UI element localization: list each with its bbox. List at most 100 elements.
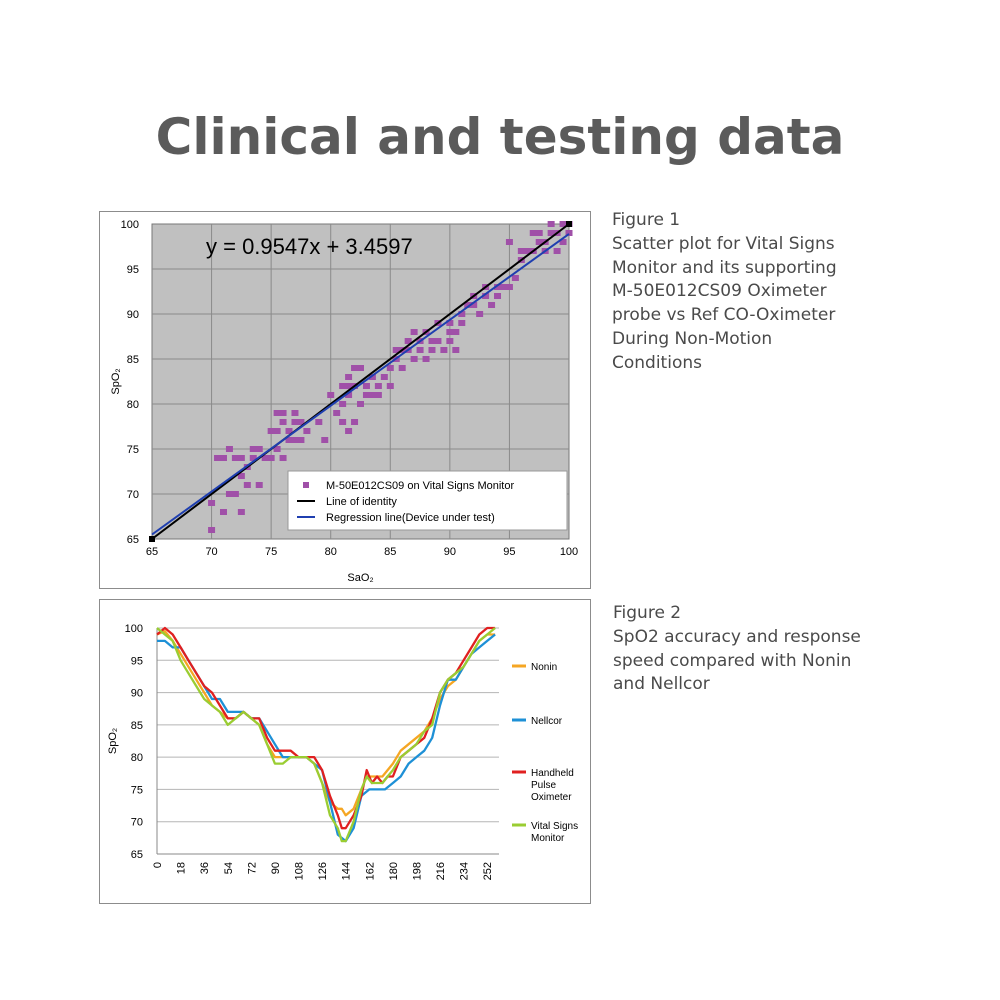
figure-2-caption-line: and Nellcor — [613, 674, 710, 695]
y-tick-label: 95 — [127, 264, 139, 276]
y-axis-label: SpO₂ — [107, 728, 119, 754]
scatter-point — [458, 320, 466, 326]
scatter-point — [529, 230, 537, 236]
scatter-point — [386, 365, 394, 371]
scatter-point — [380, 374, 388, 380]
scatter-point — [249, 446, 257, 452]
scatter-point — [434, 338, 442, 344]
scatter-point — [315, 419, 323, 425]
legend-label: Line of identity — [326, 496, 397, 508]
scatter-point — [351, 365, 359, 371]
scatter-point — [345, 392, 353, 398]
scatter-point — [261, 455, 269, 461]
y-tick-label: 100 — [125, 623, 143, 635]
figure-1-caption-line: Monitor and its supporting — [612, 257, 837, 278]
scatter-point — [362, 392, 370, 398]
scatter-point — [345, 428, 353, 434]
scatter-point — [291, 419, 299, 425]
scatter-point — [565, 230, 573, 236]
scatter-point — [494, 293, 502, 299]
scatter-point — [267, 455, 275, 461]
scatter-point — [237, 509, 245, 515]
figure-2-caption-line: SpO2 accuracy and response — [613, 626, 861, 647]
scatter-point — [231, 491, 239, 497]
scatter-point — [547, 230, 555, 236]
scatter-point — [428, 338, 436, 344]
x-tick-label: 72 — [246, 862, 258, 874]
scatter-point — [291, 410, 299, 416]
regression-line — [151, 233, 570, 536]
scatter-point — [362, 383, 370, 389]
y-tick-label: 90 — [127, 309, 139, 321]
scatter-point — [523, 248, 531, 254]
scatter-point — [368, 374, 376, 380]
y-tick-label: 85 — [131, 720, 143, 732]
x-tick-label: 85 — [384, 546, 396, 558]
y-tick-label: 70 — [127, 489, 139, 501]
scatter-point — [452, 347, 460, 353]
y-tick-label: 95 — [131, 655, 143, 667]
scatter-point — [374, 392, 382, 398]
legend-label: M-50E012CS09 on Vital Signs Monitor — [326, 480, 514, 492]
scatter-point — [237, 455, 245, 461]
scatter-chart: 65 70 75 80 85 90 95 100 65 70 75 80 85 90 95 100 y = 0.… — [110, 219, 578, 584]
x-tick-label: 65 — [146, 546, 158, 558]
scatter-point — [404, 338, 412, 344]
scatter-point — [279, 455, 287, 461]
scatter-point — [482, 293, 490, 299]
legend-label: Nellcor — [531, 716, 563, 727]
scatter-point — [297, 419, 305, 425]
scatter-point — [273, 446, 281, 452]
scatter-point — [273, 410, 281, 416]
scatter-point — [446, 320, 454, 326]
scatter-point — [357, 401, 364, 407]
x-tick-label: 180 — [388, 862, 400, 880]
scatter-point — [357, 365, 364, 371]
scatter-point — [321, 437, 329, 443]
scatter-point — [214, 455, 222, 461]
y-tick-label: 65 — [131, 849, 143, 861]
scatter-point — [273, 428, 281, 434]
scatter-point — [494, 284, 502, 290]
identity-line — [151, 223, 570, 540]
figure-2-frame: 65 70 75 80 85 90 95 100 0 18 36 54 72 90 108 126 144 162… — [99, 599, 591, 904]
legend-label: Vital Signs — [531, 821, 578, 832]
scatter-point — [339, 401, 347, 407]
scatter-point — [208, 527, 216, 533]
identity-endpoint-marker — [566, 221, 572, 227]
scatter-point — [535, 239, 543, 245]
scatter-point — [386, 383, 394, 389]
x-tick-label: 126 — [317, 862, 329, 880]
scatter-point — [410, 329, 418, 335]
figure-1-caption-line: probe vs Ref CO-Oximeter — [612, 305, 836, 326]
scatter-point — [440, 347, 448, 353]
scatter-point — [237, 473, 245, 479]
y-tick-label: 100 — [121, 219, 139, 231]
scatter-point — [547, 221, 555, 227]
scatter-point — [446, 338, 454, 344]
scatter-point — [243, 482, 251, 488]
scatter-point — [303, 428, 311, 434]
scatter-point — [327, 392, 335, 398]
page-title: Clinical and testing data — [155, 108, 845, 166]
scatter-point — [517, 248, 525, 254]
scatter-point — [422, 356, 430, 362]
scatter-point — [219, 455, 227, 461]
y-tick-label: 80 — [131, 752, 143, 764]
legend-swatch — [303, 482, 309, 488]
scatter-point — [446, 329, 454, 335]
scatter-point — [505, 284, 513, 290]
figure-1-caption-line: M-50E012CS09 Oximeter — [612, 281, 827, 302]
y-tick-label: 90 — [131, 688, 143, 700]
scatter-point — [398, 365, 406, 371]
x-tick-label: 95 — [503, 546, 515, 558]
scatter-point — [219, 509, 227, 515]
scatter-point — [279, 419, 287, 425]
y-tick-label: 75 — [131, 784, 143, 796]
x-tick-label: 252 — [482, 862, 494, 880]
scatter-point — [267, 428, 275, 434]
scatter-point — [374, 383, 382, 389]
scatter-point — [285, 437, 293, 443]
scatter-point — [225, 491, 233, 497]
scatter-point — [553, 248, 561, 254]
